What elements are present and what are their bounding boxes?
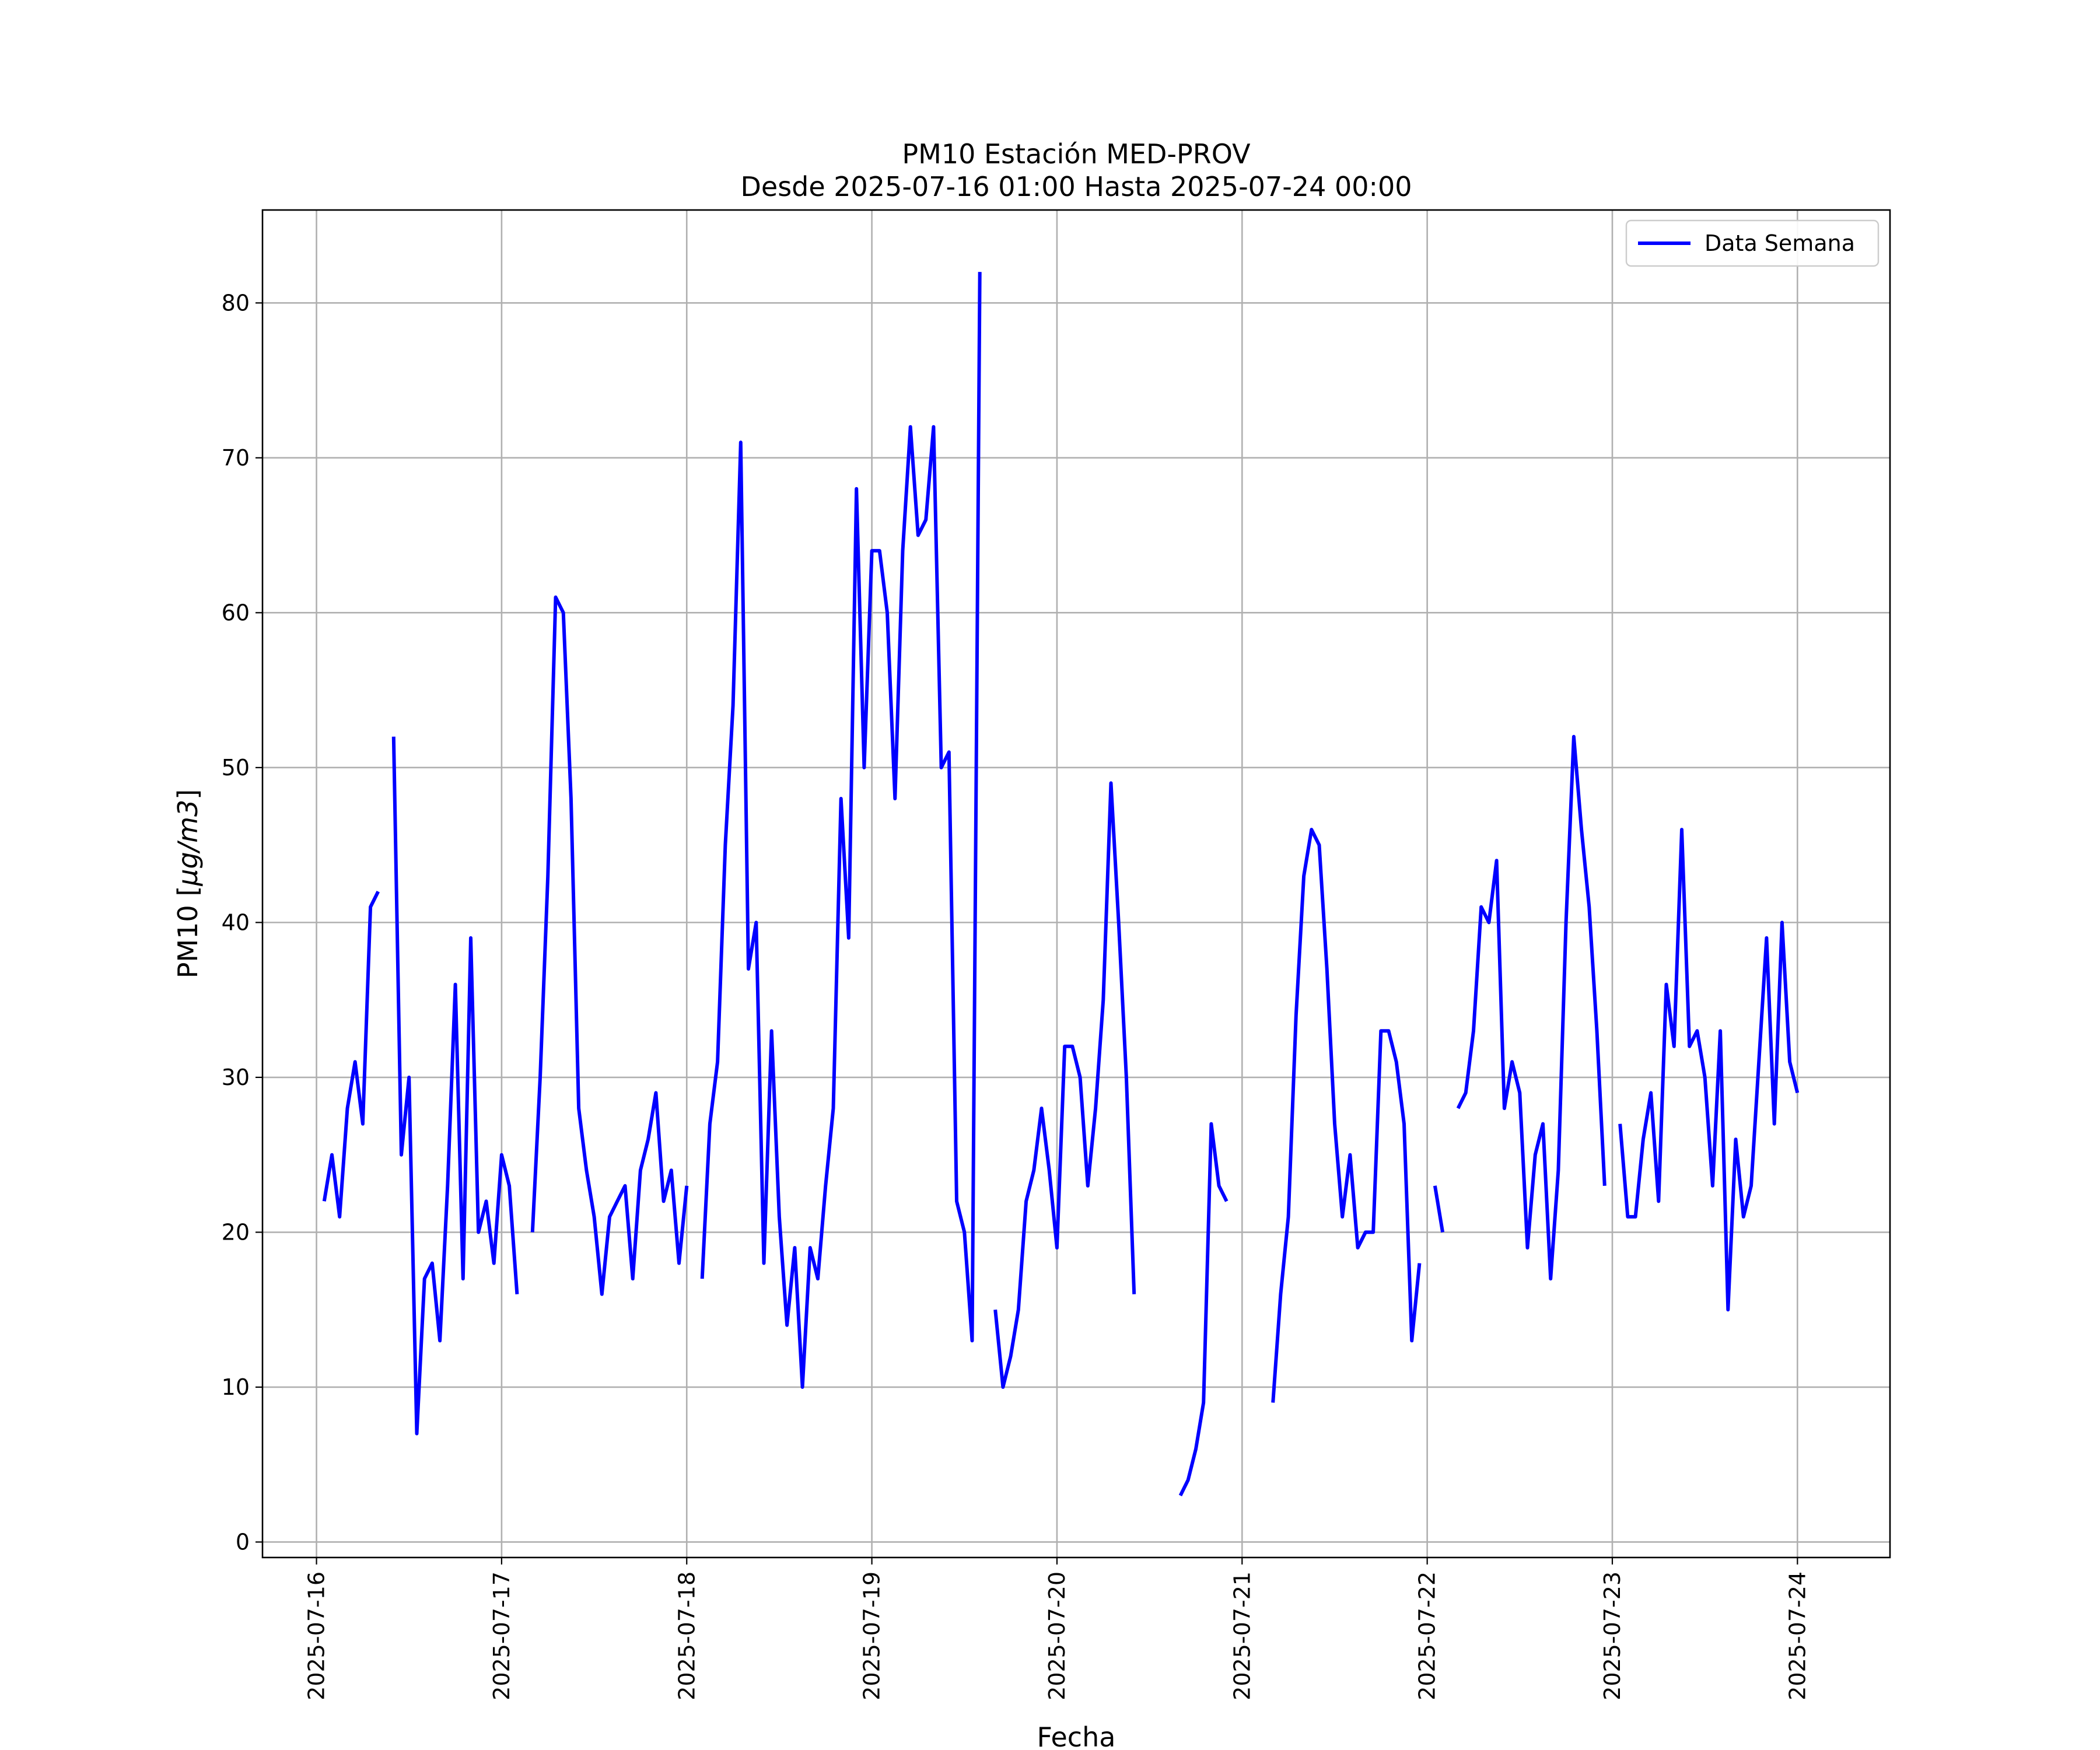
y-tick-label: 70 [222, 445, 250, 471]
x-tick-label: 2025-07-23 [1600, 1572, 1625, 1700]
chart-title: PM10 Estación MED-PROV [902, 138, 1251, 170]
x-tick-label: 2025-07-22 [1415, 1572, 1440, 1700]
x-tick-label: 2025-07-17 [489, 1572, 514, 1700]
x-tick-label: 2025-07-21 [1229, 1572, 1255, 1700]
x-tick-label: 2025-07-18 [674, 1572, 699, 1700]
y-axis-label: PM10 [μg/m3] [172, 789, 204, 979]
y-tick-label: 40 [222, 909, 250, 935]
series-line-segment [1271, 828, 1422, 1403]
y-axis-label-main: PM10 [ [172, 886, 204, 979]
legend-box [1625, 219, 1880, 267]
series-line-segment [993, 781, 1136, 1389]
series-data-semana [322, 272, 1800, 1497]
y-tick-label: 50 [222, 755, 250, 780]
series-line-segment [391, 736, 519, 1436]
y-tick-label: 0 [236, 1529, 250, 1555]
series-line-segment [1456, 734, 1606, 1281]
y-tick-label: 80 [222, 290, 250, 316]
series-line-segment [1618, 828, 1800, 1312]
series-line-segment [530, 595, 689, 1296]
x-tick-label: 2025-07-19 [859, 1572, 885, 1700]
y-tick-label: 10 [222, 1374, 250, 1400]
x-tick-label: 2025-07-20 [1044, 1572, 1070, 1700]
plot-frame [261, 209, 1891, 1559]
chart-subtitle: Desde 2025-07-16 01:00 Hasta 2025-07-24 … [740, 171, 1412, 202]
series-line-segment [322, 890, 380, 1219]
legend: Data Semana [1625, 219, 1880, 267]
series-line-segment [1178, 1122, 1228, 1497]
x-tick-label: 2025-07-24 [1784, 1572, 1810, 1700]
y-tick-label: 30 [222, 1065, 250, 1090]
series-line-segment [1433, 1185, 1445, 1233]
legend-label: Data Semana [1704, 230, 1855, 256]
y-tick-label: 20 [222, 1219, 250, 1245]
series-line-segment [700, 272, 982, 1389]
x-axis-label: Fecha [1037, 1721, 1116, 1750]
y-axis-label-end: ] [172, 789, 204, 800]
y-axis-label-unit: μg/m3 [172, 800, 204, 887]
y-tick-label: 60 [222, 600, 250, 625]
x-tick-label: 2025-07-16 [304, 1572, 330, 1700]
axis-ticks: 0 10 20 30 40 50 60 70 80 2025-07-16 2025-07-17 202… [222, 290, 1811, 1700]
